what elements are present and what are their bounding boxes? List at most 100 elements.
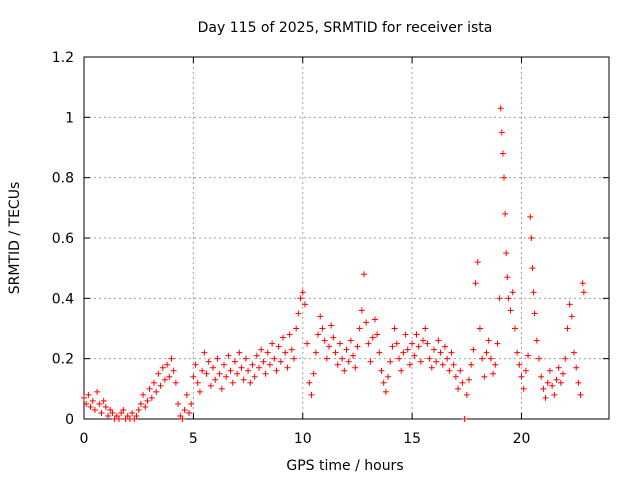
- y-tick-label: 0: [65, 412, 74, 428]
- data-point: [317, 313, 324, 320]
- x-tick-label: 15: [403, 431, 421, 447]
- data-point: [144, 397, 151, 404]
- data-point: [424, 340, 431, 347]
- data-point: [529, 265, 536, 272]
- data-point: [341, 367, 348, 374]
- data-point: [422, 325, 429, 332]
- data-point: [546, 367, 553, 374]
- data-point: [190, 373, 197, 380]
- data-point: [310, 370, 317, 377]
- data-point: [315, 331, 322, 338]
- data-point: [295, 310, 302, 317]
- data-point: [251, 373, 258, 380]
- data-point: [396, 355, 402, 362]
- data-point: [527, 213, 534, 220]
- y-tick-label: 0.8: [52, 171, 74, 187]
- data-point: [326, 343, 332, 350]
- data-point: [234, 370, 241, 377]
- data-point: [437, 349, 444, 356]
- data-point: [81, 394, 87, 401]
- data-point: [492, 361, 499, 368]
- data-point: [580, 289, 587, 296]
- data-point: [544, 379, 551, 386]
- data-point: [166, 373, 173, 380]
- data-point: [562, 355, 569, 362]
- data-point: [387, 358, 394, 365]
- data-point: [188, 400, 195, 407]
- data-point: [238, 364, 245, 371]
- data-point: [201, 349, 208, 356]
- data-point: [374, 331, 381, 338]
- data-point: [129, 409, 136, 416]
- data-point: [485, 337, 492, 344]
- data-point: [398, 367, 405, 374]
- data-point: [499, 150, 506, 157]
- chart-title: Day 115 of 2025, SRMTID for receiver ist…: [198, 20, 493, 36]
- data-series-srmtid: [81, 105, 587, 422]
- data-point: [358, 307, 365, 314]
- data-point: [105, 412, 112, 419]
- data-point: [328, 322, 335, 329]
- data-point: [441, 343, 448, 350]
- data-point: [361, 271, 367, 278]
- data-point: [148, 394, 155, 401]
- data-point: [179, 416, 186, 422]
- data-point: [323, 355, 330, 362]
- data-point: [203, 370, 210, 377]
- data-point: [540, 385, 547, 392]
- x-axis-label: GPS time / hours: [286, 458, 403, 474]
- data-point: [304, 340, 311, 347]
- data-point: [269, 340, 276, 347]
- y-tick-label: 1: [65, 110, 74, 126]
- data-point: [336, 340, 343, 347]
- data-point: [332, 349, 339, 356]
- data-point: [260, 358, 267, 365]
- y-tick-label: 0.4: [52, 291, 74, 307]
- data-point: [502, 210, 509, 217]
- data-point: [531, 310, 538, 317]
- data-point: [514, 349, 521, 356]
- data-point: [501, 174, 507, 181]
- data-point: [573, 364, 580, 371]
- data-point: [411, 352, 418, 359]
- data-point: [299, 289, 306, 296]
- data-point: [551, 391, 558, 398]
- data-point: [560, 370, 567, 377]
- data-point: [89, 397, 96, 404]
- data-point: [159, 364, 166, 371]
- data-point: [463, 391, 470, 398]
- data-point: [404, 346, 411, 353]
- data-point: [356, 325, 363, 332]
- data-point: [363, 319, 370, 326]
- data-point: [253, 352, 260, 359]
- data-point: [321, 337, 328, 344]
- data-point: [120, 406, 127, 413]
- data-point: [448, 349, 455, 356]
- data-point: [207, 382, 214, 389]
- data-point: [249, 361, 256, 368]
- data-point: [380, 379, 387, 386]
- data-point: [155, 370, 162, 377]
- data-point: [435, 337, 442, 344]
- x-tick-label: 5: [189, 431, 198, 447]
- data-point: [415, 343, 422, 350]
- data-point: [247, 379, 254, 386]
- data-point: [522, 367, 529, 374]
- data-point: [113, 412, 120, 419]
- y-tick-label: 0.6: [52, 231, 74, 247]
- x-tick-label: 20: [513, 431, 531, 447]
- data-point: [382, 388, 389, 395]
- tick-labels: 0 0.2 0.4 0.6 0.8 1 1.2 0 5 10 15 20: [52, 50, 531, 447]
- data-point: [409, 340, 416, 347]
- data-point: [271, 355, 278, 362]
- data-point: [186, 409, 192, 416]
- data-point: [91, 406, 98, 413]
- data-point: [258, 346, 265, 353]
- data-point: [530, 289, 537, 296]
- data-point: [236, 349, 243, 356]
- data-point: [212, 376, 219, 383]
- data-point: [528, 235, 535, 241]
- data-point: [161, 376, 168, 383]
- data-point: [137, 400, 144, 407]
